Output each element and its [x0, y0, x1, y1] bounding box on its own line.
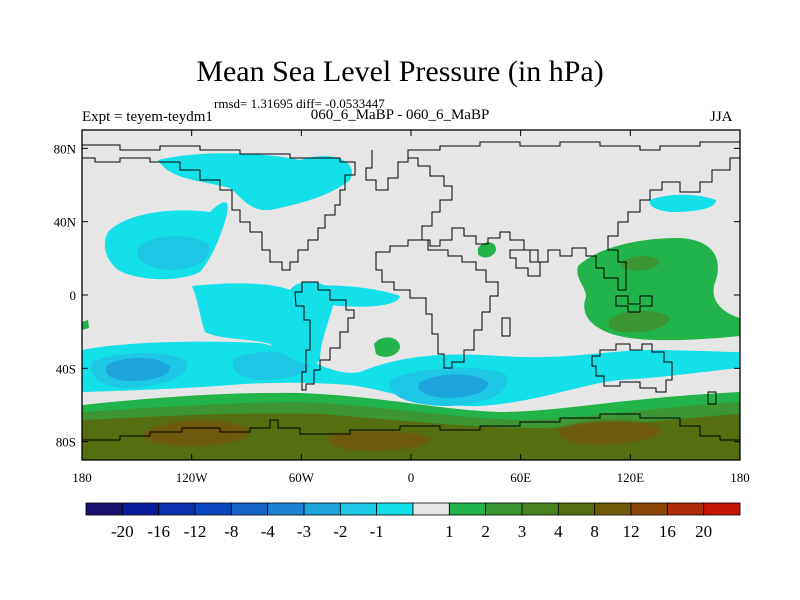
colorbar-swatch — [521, 502, 559, 516]
lat-tick-label: 40S — [56, 361, 76, 376]
rmsd-diff-stats: rmsd= 1.31695 diff= -0.0533447 — [214, 96, 385, 111]
colorbar-swatch — [703, 502, 741, 516]
southern-low-core-2 — [418, 374, 489, 398]
asia-pacific-green — [577, 238, 740, 341]
season-label: JJA — [710, 109, 733, 125]
colorbar-label: 20 — [695, 522, 712, 541]
arctic-cyan-band — [158, 153, 352, 211]
coast-africa — [375, 239, 499, 369]
south-atlantic-green-blob — [374, 337, 400, 357]
colorbar-swatch — [267, 502, 305, 516]
coast-new-zealand — [707, 391, 717, 405]
coast-greenland — [365, 150, 409, 191]
colorbar-label: -3 — [297, 522, 311, 541]
colorbar-swatch — [666, 502, 705, 516]
lat-tick-label: 40N — [54, 215, 77, 230]
experiment-label: Expt = teyem-teydm1 — [82, 109, 213, 125]
colorbar-label: -1 — [370, 522, 384, 541]
colorbar-swatch — [557, 502, 596, 516]
southern-low-cyan-2 — [232, 351, 311, 380]
colorbar-label: 12 — [623, 522, 640, 541]
colorbar-label: 2 — [481, 522, 490, 541]
coast-south-america — [294, 281, 355, 391]
colorbar-swatch — [194, 502, 232, 516]
colorbar-swatch — [121, 502, 160, 516]
north-pacific-core — [137, 236, 210, 270]
lon-tick-label: 60E — [510, 470, 531, 485]
colorbar-swatch — [339, 502, 378, 516]
colorbar-swatch — [412, 502, 450, 516]
colorbar-label: -8 — [224, 522, 238, 541]
colorbar-swatch — [485, 502, 523, 516]
colorbar-labels: -20 -16 -12 -8 -4 -3 -2 -1 1 2 3 4 8 12 16 20 — [111, 522, 712, 541]
colorbar-swatch — [303, 502, 341, 516]
coast-antarctica — [82, 413, 740, 441]
coast-australia — [591, 343, 673, 393]
tropical-cyan-east — [300, 285, 400, 307]
coast-madagascar — [501, 317, 511, 337]
tropical-cyan-band — [192, 281, 335, 365]
antarctic-brown-3 — [328, 430, 430, 451]
colorbar-swatch — [376, 502, 414, 516]
colorbar-swatch — [230, 502, 269, 516]
run-comparison-subtitle: 060_6_MaBP - 060_6_MaBP — [310, 107, 490, 123]
colorbar-label: 3 — [518, 522, 527, 541]
southern-low-core-1 — [105, 357, 171, 382]
lat-axis: 80N 40N 0 40S 80S — [54, 141, 740, 450]
lon-tick-label: 120W — [176, 470, 209, 485]
colorbar-label: 16 — [659, 522, 676, 541]
colorbar-label: -16 — [147, 522, 170, 541]
colorbar-label: 1 — [445, 522, 454, 541]
colorbar-label: -2 — [333, 522, 347, 541]
northeast-cyan — [649, 194, 716, 212]
colorbar-label: -12 — [184, 522, 207, 541]
antarctic-brown-2 — [558, 420, 661, 445]
colorbar-swatch — [594, 502, 632, 516]
antarctic-brown-1 — [144, 420, 250, 447]
colorbar-label: 4 — [554, 522, 563, 541]
colorbar-label: 8 — [590, 522, 599, 541]
lat-tick-label: 0 — [70, 288, 77, 303]
asia-pacific-core-2 — [620, 256, 660, 271]
lon-tick-label: 180 — [730, 470, 750, 485]
lon-tick-label: 180 — [72, 470, 92, 485]
west-pacific-green-blob — [82, 320, 89, 330]
europe-green-blob — [478, 242, 496, 258]
colorbar-swatch — [158, 502, 196, 516]
colorbar-label: -4 — [261, 522, 276, 541]
lon-tick-label: 60W — [289, 470, 315, 485]
lon-axis: 180 120W 60W 0 60E 120E 180 — [72, 130, 750, 485]
colorbar-swatch — [85, 502, 123, 516]
lat-tick-label: 80N — [54, 141, 77, 156]
colorbar — [85, 502, 741, 516]
coast-south-asia — [509, 249, 541, 277]
colorbar-swatch — [448, 502, 487, 516]
coastlines — [82, 141, 740, 441]
lon-tick-label: 120E — [617, 470, 645, 485]
coast-north-america — [82, 144, 356, 271]
plot-title: Mean Sea Level Pressure (in hPa) — [196, 55, 604, 88]
coast-maritime-asia — [615, 295, 653, 313]
lat-tick-label: 80S — [56, 435, 76, 450]
colorbar-swatch — [630, 502, 668, 516]
asia-pacific-core-1 — [608, 310, 670, 333]
colorbar-label: -20 — [111, 522, 134, 541]
lon-tick-label: 0 — [408, 470, 415, 485]
